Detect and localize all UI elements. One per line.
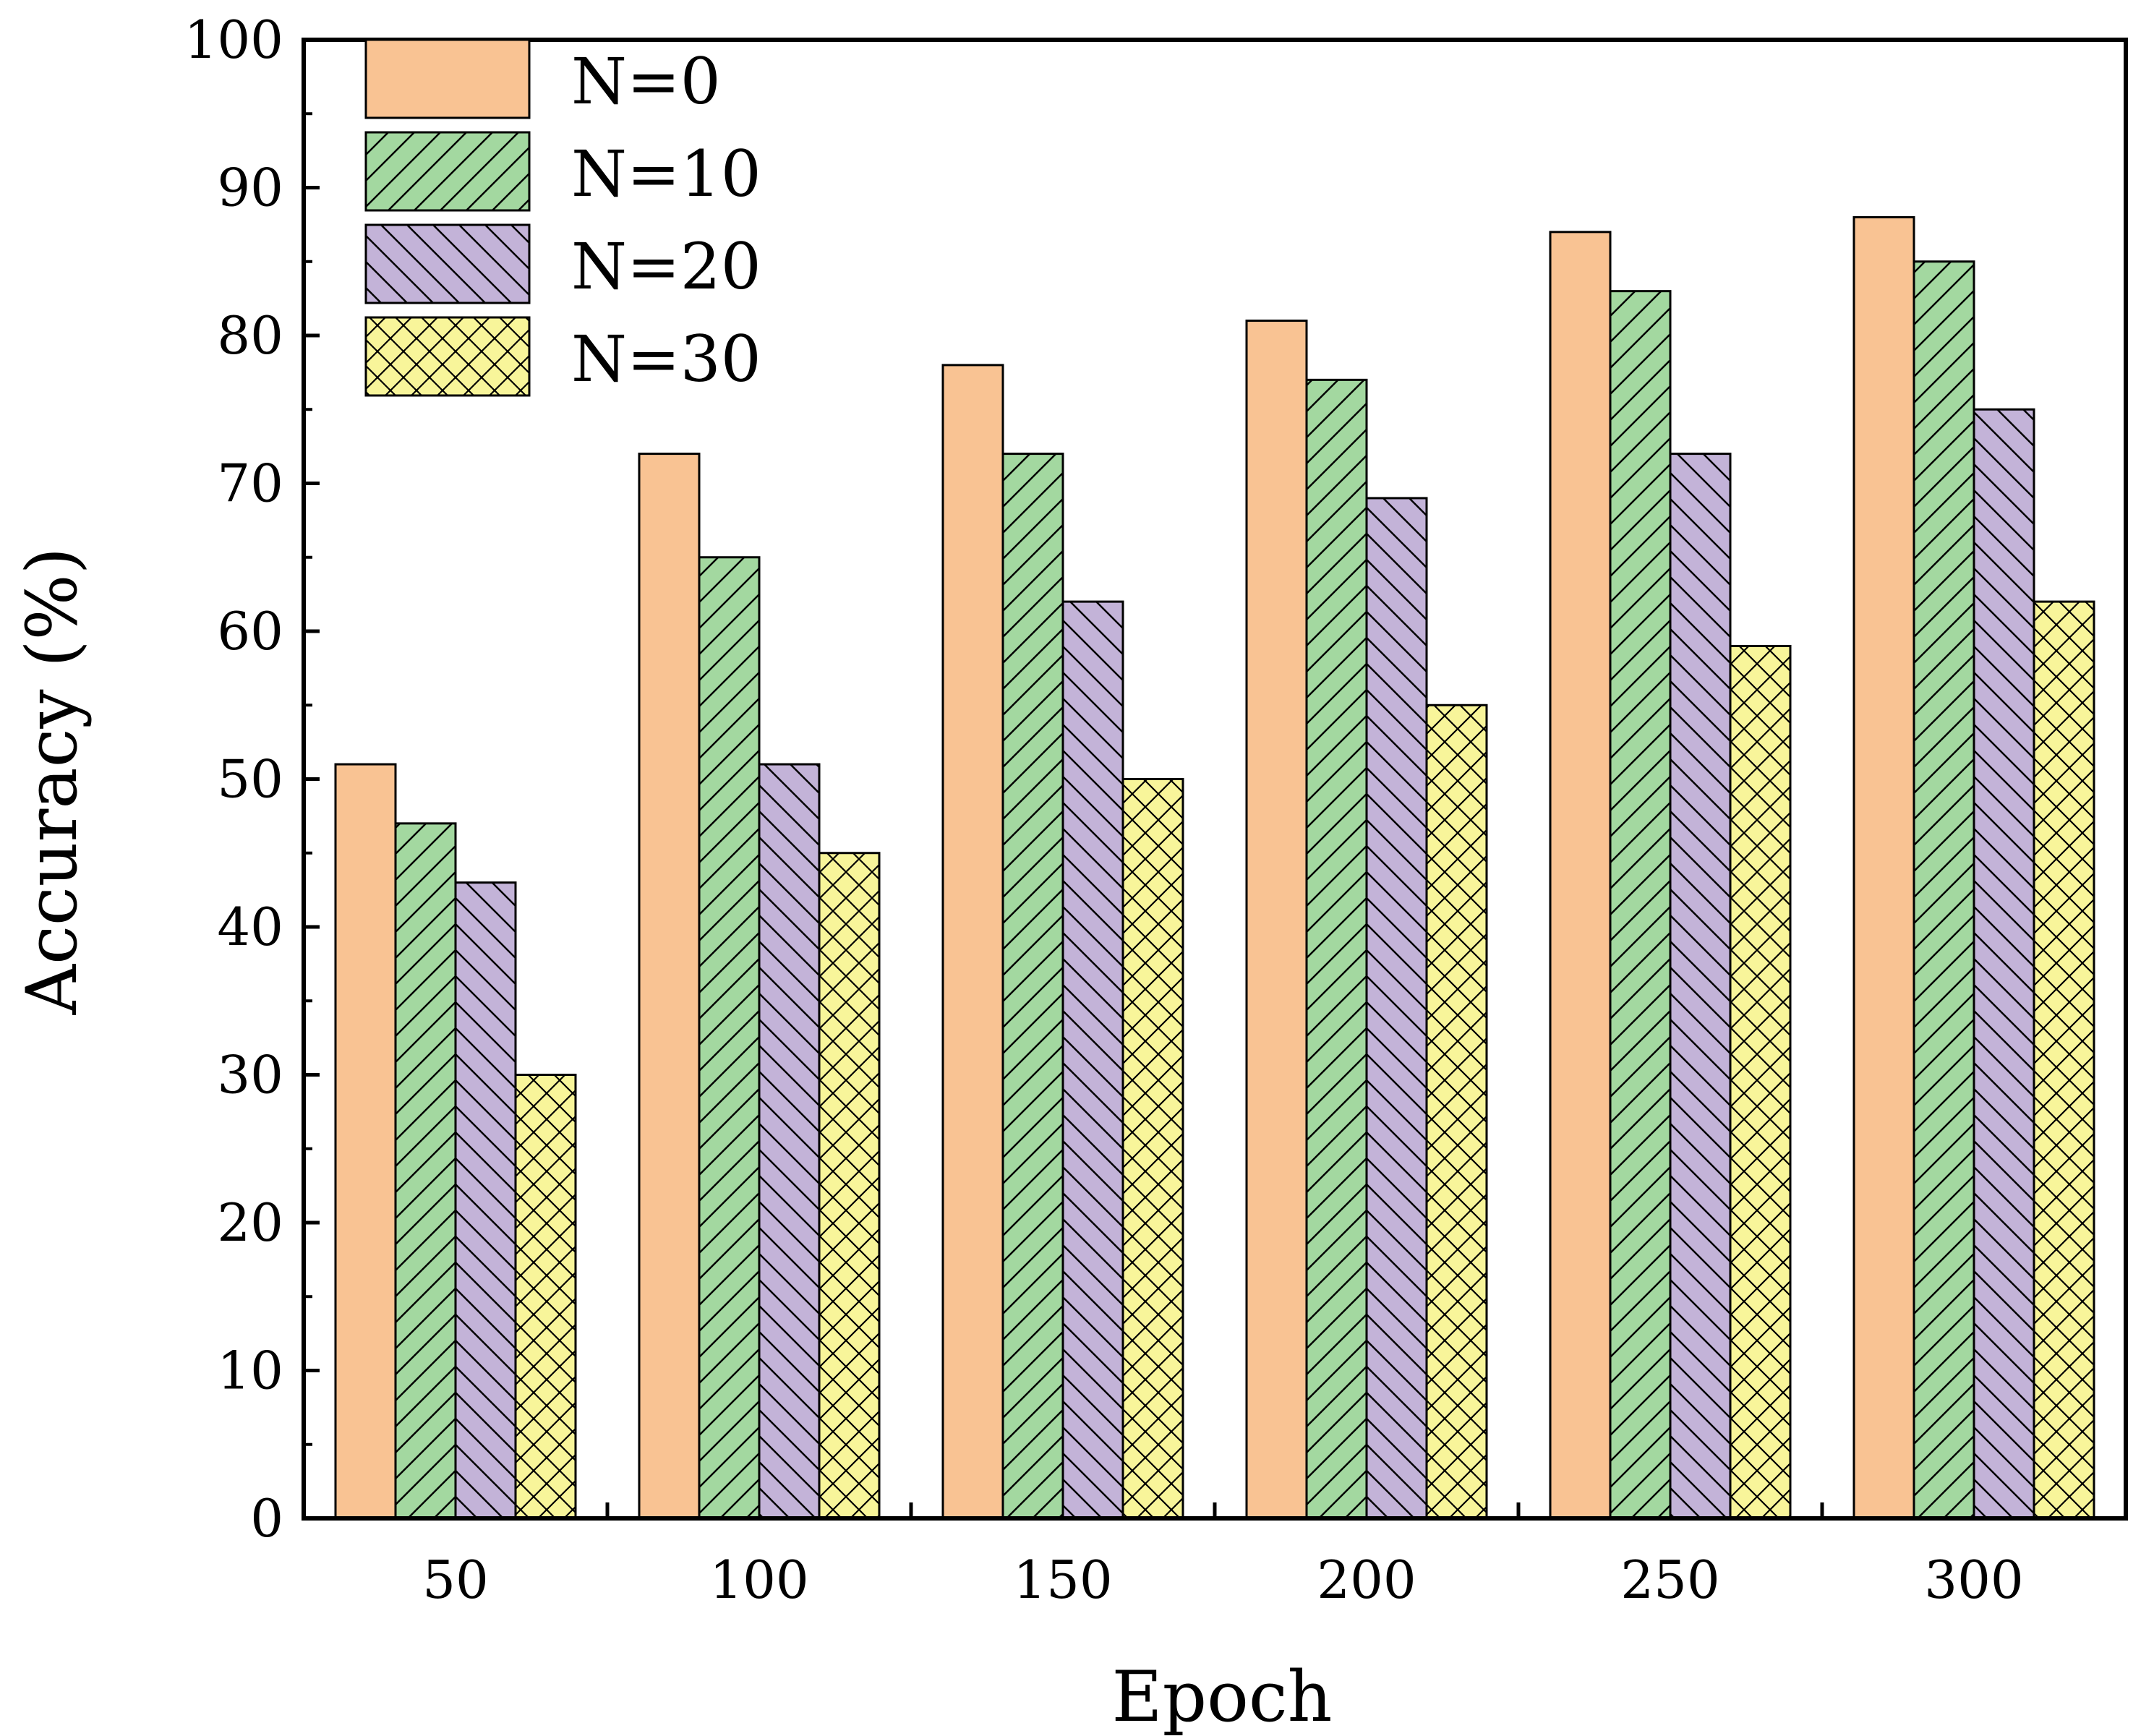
legend-swatch-N10 xyxy=(364,131,531,212)
x-axis-title: Epoch xyxy=(1112,1656,1333,1736)
bar-N20-epoch-250 xyxy=(1669,453,1732,1520)
bar-N20-epoch-200 xyxy=(1365,497,1428,1520)
y-tick-label: 100 xyxy=(184,9,283,70)
bar-N0-epoch-100 xyxy=(638,453,701,1520)
bar-N30-epoch-300 xyxy=(2033,600,2095,1520)
legend-swatch-N20 xyxy=(364,223,531,304)
bar-N30-epoch-150 xyxy=(1121,778,1184,1520)
bar-N30-epoch-100 xyxy=(818,852,881,1520)
x-tick-label: 200 xyxy=(1317,1549,1416,1610)
bar-N30-epoch-50 xyxy=(514,1074,577,1520)
y-tick-label: 90 xyxy=(217,158,283,218)
x-tick-label: 50 xyxy=(422,1549,489,1610)
bar-N10-epoch-50 xyxy=(394,822,457,1520)
legend: N=0 N=10 N=20 N=30 xyxy=(364,38,761,397)
bar-N0-epoch-50 xyxy=(334,763,397,1520)
y-tick-label: 70 xyxy=(217,453,283,514)
x-tick-label: 100 xyxy=(709,1549,808,1610)
legend-label: N=30 xyxy=(571,322,761,396)
bar-N0-epoch-250 xyxy=(1549,231,1612,1520)
legend-label: N=10 xyxy=(571,137,761,211)
bar-N30-epoch-200 xyxy=(1425,704,1488,1520)
y-tick-label: 20 xyxy=(217,1192,283,1253)
legend-swatch-N30 xyxy=(364,316,531,397)
y-axis-title: Accuracy (%) xyxy=(12,547,93,1015)
y-tick-label: 50 xyxy=(217,749,283,810)
legend-swatch-N0 xyxy=(364,38,531,119)
bar-N20-epoch-50 xyxy=(454,881,517,1520)
bar-N10-epoch-200 xyxy=(1305,378,1368,1520)
x-axis: 50 100 150 200 250 300 xyxy=(302,1502,2128,1610)
bar-N10-epoch-150 xyxy=(1001,453,1064,1520)
bar-N20-epoch-150 xyxy=(1061,600,1124,1520)
y-tick-label: 30 xyxy=(217,1045,283,1106)
y-axis: 0 10 20 30 40 50 60 70 80 90 100 xyxy=(184,9,320,1549)
bar-N0-epoch-150 xyxy=(941,364,1004,1520)
bar-N30-epoch-250 xyxy=(1729,644,1792,1520)
y-tick-label: 10 xyxy=(217,1341,283,1401)
bar-N10-epoch-250 xyxy=(1609,290,1672,1520)
bar-N0-epoch-200 xyxy=(1245,320,1308,1520)
y-tick-label: 80 xyxy=(217,305,283,366)
x-tick-label: 150 xyxy=(1013,1549,1112,1610)
y-tick-label: 0 xyxy=(250,1488,283,1549)
y-tick-label: 40 xyxy=(217,897,283,957)
x-tick-label: 250 xyxy=(1620,1549,1719,1610)
bar-N20-epoch-100 xyxy=(758,763,821,1520)
bar-N20-epoch-300 xyxy=(1973,408,2035,1520)
y-tick-label: 60 xyxy=(217,601,283,662)
bar-N10-epoch-300 xyxy=(1912,260,1975,1520)
x-tick-label: 300 xyxy=(1924,1549,2023,1610)
plot-area xyxy=(334,215,2095,1520)
legend-label: N=0 xyxy=(571,44,721,119)
legend-label: N=20 xyxy=(571,229,761,304)
bar-N10-epoch-100 xyxy=(698,556,761,1520)
bar-N0-epoch-300 xyxy=(1852,215,1915,1520)
